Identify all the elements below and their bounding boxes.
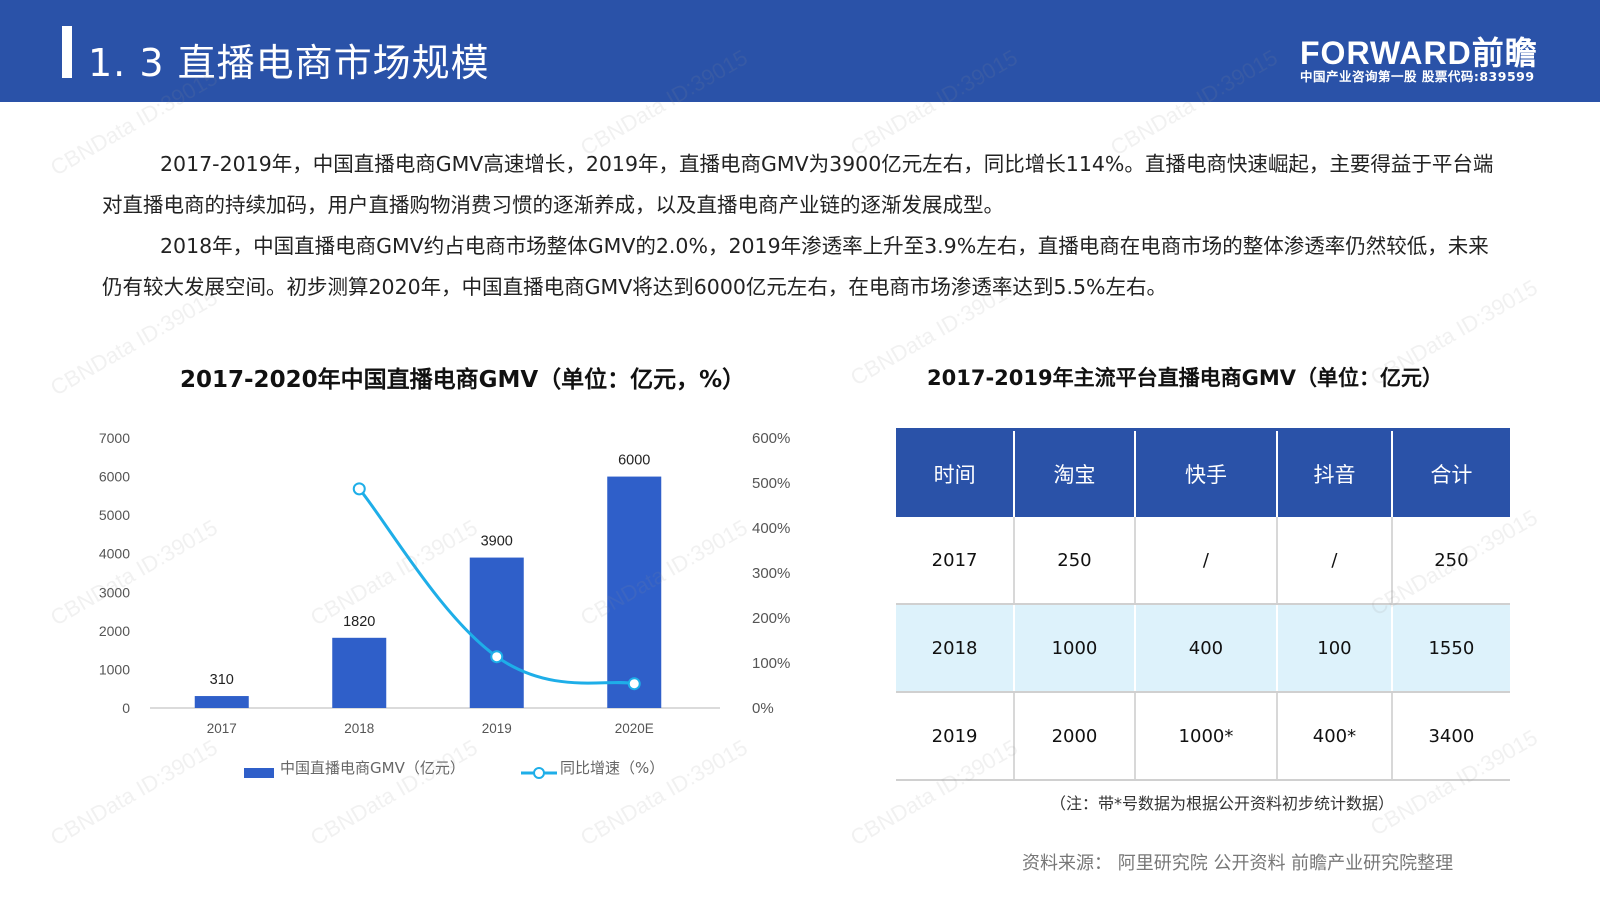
watermark: CBNData ID:39015: [306, 734, 482, 851]
logo-subtitle: 中国产业咨询第一股 股票代码:839599: [1300, 69, 1535, 84]
bar: [607, 476, 662, 708]
paragraph-2: 2018年，中国直播电商GMV约占电商市场整体GMV的2.0%，2019年渗透率…: [102, 234, 1489, 299]
header-total: 合计: [1391, 428, 1510, 517]
header-douyin: 抖音: [1277, 428, 1393, 517]
table-cell: 1000*: [1134, 692, 1279, 781]
x-tick-label: 2017: [207, 721, 237, 736]
table-cell: 2018: [896, 604, 1016, 693]
bar: [332, 637, 387, 708]
bar-data-label: 3900: [481, 534, 513, 550]
table-cell: 250: [1014, 517, 1136, 605]
header-time: 时间: [896, 428, 1016, 517]
y-left-tick-label: 5000: [99, 507, 130, 523]
header-kuaishou: 快手: [1134, 428, 1279, 517]
gmv-combo-chart: 0 1000 2000 3000 4000 5000 6000 7000 0% 100% 200% 3…: [99, 430, 791, 736]
y-left-tick-label: 2000: [99, 623, 130, 639]
growth-rate-point: [352, 482, 366, 496]
table-cell: 250: [1391, 517, 1510, 605]
y-left-tick-label: 0: [122, 700, 130, 716]
forward-logo: FORWARD前瞻: [1300, 35, 1538, 71]
header-taobao: 淘宝: [1014, 428, 1136, 517]
table-cell: 2000: [1014, 692, 1136, 781]
data-source: 资料来源： 阿里研究院 公开资料 前瞻产业研究院整理: [1022, 853, 1454, 874]
watermark: CBNData ID:39015: [46, 734, 222, 851]
table-cell: 400*: [1277, 692, 1393, 781]
x-tick-label: 2019: [482, 721, 512, 736]
y-right-tick-label: 600%: [752, 430, 790, 447]
table-cell: /: [1277, 517, 1393, 605]
page-title: 1. 3 直播电商市场规模: [88, 41, 490, 85]
y-right-tick-label: 200%: [752, 610, 790, 627]
table-title: 2017-2019年主流平台直播电商GMV（单位：亿元）: [927, 366, 1443, 390]
growth-rate-point: [627, 677, 641, 691]
table-cell: 1550: [1391, 604, 1510, 693]
table-cell: 2019: [896, 692, 1016, 781]
y-left-tick-label: 7000: [99, 430, 130, 446]
y-right-tick-label: 100%: [752, 655, 790, 672]
table-row: 2019 2000 1000* 400* 3400: [896, 692, 1510, 781]
table-cell: 100: [1277, 604, 1393, 693]
watermark: CBNData ID:39015: [576, 734, 752, 851]
header-bar: 1. 3 直播电商市场规模 FORWARD前瞻 中国产业咨询第一股 股票代码:8…: [0, 0, 1600, 102]
y-left-tick-label: 1000: [99, 661, 130, 677]
chart-title: 2017-2020年中国直播电商GMV（单位：亿元，%）: [180, 367, 746, 393]
table-header-row: 时间 淘宝 快手 抖音 合计: [896, 428, 1510, 517]
table-note: （注：带*号数据为根据公开资料初步统计数据）: [1050, 794, 1395, 813]
table-cell: /: [1134, 517, 1279, 605]
bar-data-label: 6000: [618, 453, 650, 469]
y-left-tick-label: 6000: [99, 469, 130, 485]
bar-data-label: 310: [210, 672, 234, 688]
table-cell: 2017: [896, 517, 1016, 605]
platform-gmv-table: 时间 淘宝 快手 抖音 合计 2017 250 / / 250 2018 100…: [896, 428, 1510, 781]
table-cell: 1000: [1014, 604, 1136, 693]
table-row: 2017 250 / / 250: [896, 517, 1510, 605]
title-accent-bar: [62, 26, 72, 78]
table-row: 2018 1000 400 100 1550: [896, 604, 1510, 693]
y-right-tick-label: 300%: [752, 565, 790, 582]
y-left-tick-label: 3000: [99, 584, 130, 600]
growth-rate-point: [490, 650, 504, 664]
legend-line-label: 同比增速（%）: [560, 759, 665, 777]
legend-line-swatch: [521, 767, 557, 779]
legend-bar-swatch: [244, 768, 274, 778]
x-tick-label: 2018: [344, 721, 374, 736]
y-left-tick-label: 4000: [99, 546, 130, 562]
x-tick-label: 2020E: [615, 721, 654, 736]
y-right-tick-label: 400%: [752, 520, 790, 537]
table-cell: 3400: [1391, 692, 1510, 781]
table-cell: 400: [1134, 604, 1279, 693]
bar: [469, 557, 524, 708]
y-right-tick-label: 500%: [752, 475, 790, 492]
bar: [194, 696, 249, 708]
legend-bar-label: 中国直播电商GMV（亿元）: [280, 759, 465, 777]
bar-data-label: 1820: [343, 614, 375, 630]
y-right-tick-label: 0%: [752, 700, 774, 717]
paragraph-1: 2017-2019年，中国直播电商GMV高速增长，2019年，直播电商GMV为3…: [102, 152, 1494, 217]
